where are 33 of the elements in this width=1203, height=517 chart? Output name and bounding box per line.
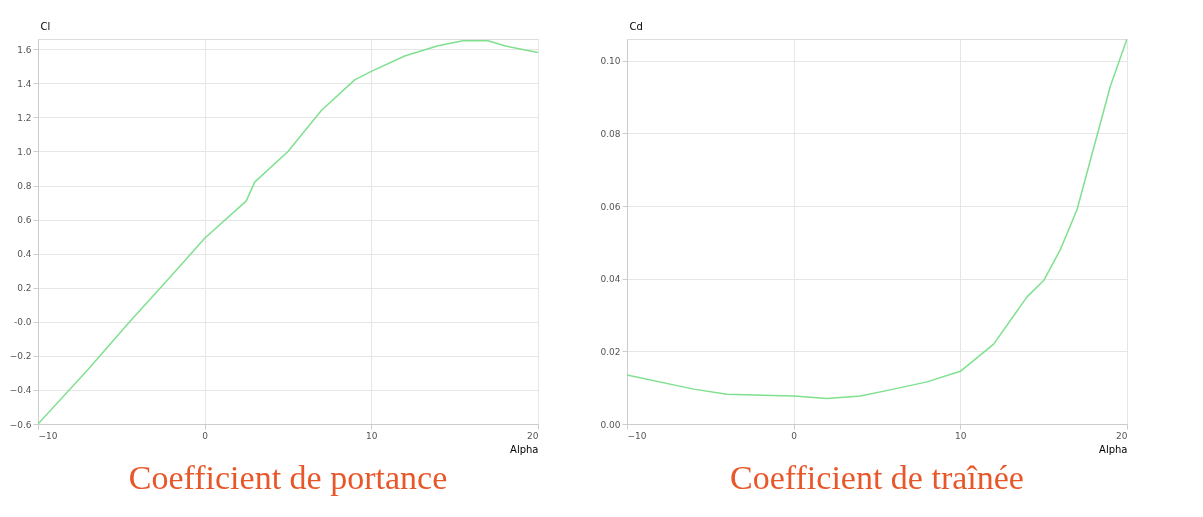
y-tick-label: 0.00 — [600, 419, 621, 430]
x-axis-title: Alpha — [510, 443, 539, 455]
x-tick-label: 20 — [1116, 430, 1128, 441]
y-tick-label: 0.10 — [600, 56, 621, 67]
y-tick-label: 0.04 — [600, 274, 621, 285]
line-series — [627, 39, 1127, 400]
x-tick-label: 20 — [527, 430, 539, 441]
x-tick-label: 10 — [955, 430, 967, 441]
y-tick-label: 0.2 — [17, 283, 32, 294]
y-tick-label: 0.02 — [600, 346, 621, 357]
y-tick-label: 1.2 — [17, 112, 32, 123]
y-tick-label: 0.8 — [17, 181, 32, 191]
y-tick-label: −0.6 — [9, 419, 32, 430]
x-tick-label: −10 — [627, 430, 647, 441]
x-tick-label: 0 — [202, 430, 209, 441]
y-axis-title: Cl — [40, 20, 51, 32]
y-axis-title: Cd — [629, 20, 643, 32]
y-tick-label: 0.08 — [600, 128, 621, 139]
y-tick-label: −0.2 — [9, 351, 32, 362]
x-tick-label: 10 — [366, 430, 378, 441]
y-tick-label: 1.6 — [17, 44, 32, 55]
y-tick-label: 0.6 — [17, 215, 32, 226]
text: Coefficient de portance — [128, 459, 448, 496]
text: Coefficient de traînée — [730, 459, 1024, 496]
x-tick-label: −10 — [38, 430, 58, 441]
x-axis-title: Alpha — [1099, 443, 1128, 455]
y-tick-label: 1.0 — [17, 146, 32, 157]
y-tick-label: -0.0 — [13, 317, 32, 328]
y-tick-label: 1.4 — [17, 78, 32, 89]
y-tick-label: 0.4 — [17, 249, 32, 260]
x-tick-label: 0 — [791, 430, 798, 441]
y-tick-label: 0.06 — [600, 201, 621, 212]
y-tick-label: −0.4 — [9, 385, 32, 396]
